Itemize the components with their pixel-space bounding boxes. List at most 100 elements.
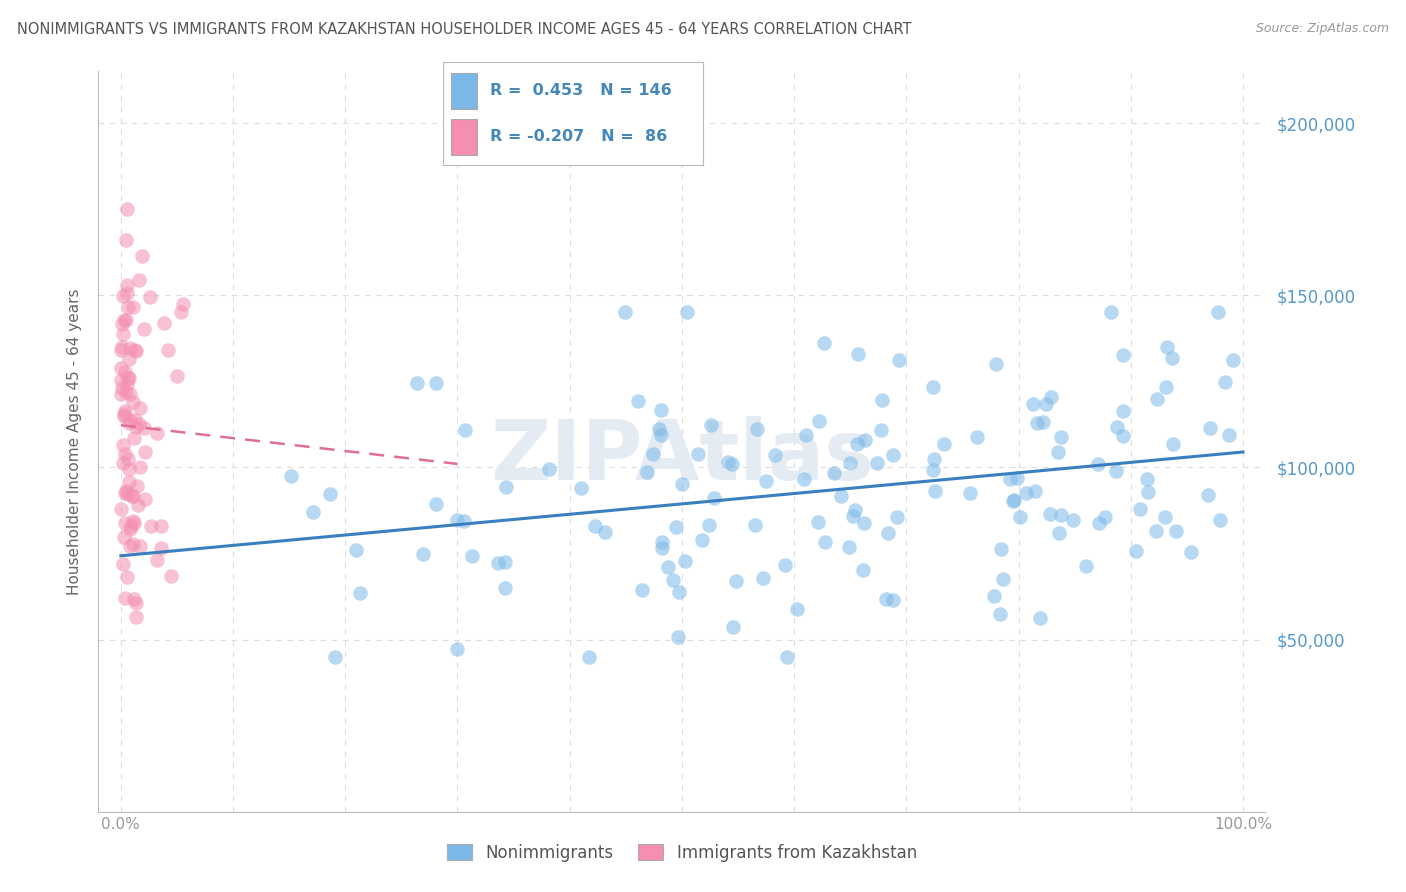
Point (132, 421, 155, 435)
Point (1154, 380, 1177, 394)
Point (537, 462, 560, 476)
Point (1025, 416, 1047, 430)
Point (1112, 404, 1135, 418)
Point (1208, 305, 1230, 319)
Point (697, 518, 720, 533)
Point (344, 543, 367, 558)
Point (583, 518, 606, 533)
Point (110, 502, 132, 516)
Point (752, 572, 775, 586)
Point (1039, 508, 1062, 522)
Point (461, 549, 484, 563)
Point (1112, 428, 1135, 442)
Point (112, 312, 135, 326)
Point (157, 343, 180, 357)
Bar (451, 119, 477, 155)
Point (117, 452, 139, 467)
Point (786, 601, 808, 615)
Point (998, 473, 1021, 487)
Point (122, 514, 145, 528)
Point (122, 592, 145, 607)
Point (454, 423, 477, 437)
Point (128, 401, 150, 416)
Point (117, 371, 139, 385)
Point (115, 384, 138, 399)
Point (118, 386, 141, 401)
Point (668, 630, 690, 644)
Point (636, 465, 658, 479)
Point (117, 371, 139, 385)
Point (149, 518, 172, 533)
Point (613, 305, 636, 319)
Point (823, 466, 845, 480)
Point (152, 316, 174, 330)
Point (1050, 508, 1073, 522)
Point (1199, 421, 1222, 435)
Point (115, 483, 138, 498)
Point (323, 649, 346, 664)
Point (794, 428, 817, 442)
Point (118, 417, 141, 431)
Point (1074, 558, 1097, 573)
Point (688, 447, 710, 461)
Point (690, 533, 713, 547)
Point (744, 518, 766, 533)
Point (877, 526, 900, 541)
Point (993, 572, 1015, 586)
Point (1209, 513, 1232, 527)
Point (1002, 493, 1025, 508)
Point (725, 574, 748, 589)
Point (1105, 464, 1128, 478)
Point (121, 536, 143, 550)
Point (720, 457, 742, 471)
Point (120, 342, 142, 356)
Point (349, 586, 371, 600)
Point (111, 289, 134, 303)
Point (807, 414, 830, 428)
Point (124, 412, 146, 426)
Point (745, 422, 768, 436)
Point (676, 305, 699, 319)
Point (665, 520, 688, 534)
Point (1112, 348, 1135, 362)
Point (405, 376, 427, 391)
Point (886, 510, 908, 524)
Point (124, 596, 146, 610)
Point (966, 430, 988, 444)
Point (112, 407, 135, 421)
Point (494, 581, 516, 595)
Point (134, 492, 156, 507)
Point (1047, 445, 1070, 459)
Point (139, 518, 162, 533)
Text: Source: ZipAtlas.com: Source: ZipAtlas.com (1256, 22, 1389, 36)
Point (988, 607, 1011, 621)
Point (1136, 484, 1159, 499)
Point (495, 480, 517, 494)
Point (578, 649, 600, 664)
Point (120, 519, 142, 533)
Point (1087, 516, 1109, 530)
Point (1125, 543, 1147, 558)
Point (1213, 375, 1236, 389)
Point (593, 524, 616, 539)
Point (118, 475, 141, 489)
Point (651, 541, 673, 556)
Point (446, 513, 468, 527)
Point (651, 535, 673, 549)
Point (319, 486, 342, 500)
Point (1218, 427, 1240, 442)
Point (839, 456, 862, 470)
Point (120, 539, 142, 553)
Point (1144, 524, 1167, 539)
Point (1029, 611, 1052, 625)
Point (125, 343, 148, 358)
Point (922, 380, 945, 394)
Point (807, 515, 830, 529)
Point (1166, 524, 1188, 539)
Point (115, 313, 138, 327)
Point (112, 438, 135, 452)
Point (129, 539, 152, 553)
Point (1136, 472, 1159, 486)
Point (671, 476, 693, 491)
Point (844, 503, 866, 517)
